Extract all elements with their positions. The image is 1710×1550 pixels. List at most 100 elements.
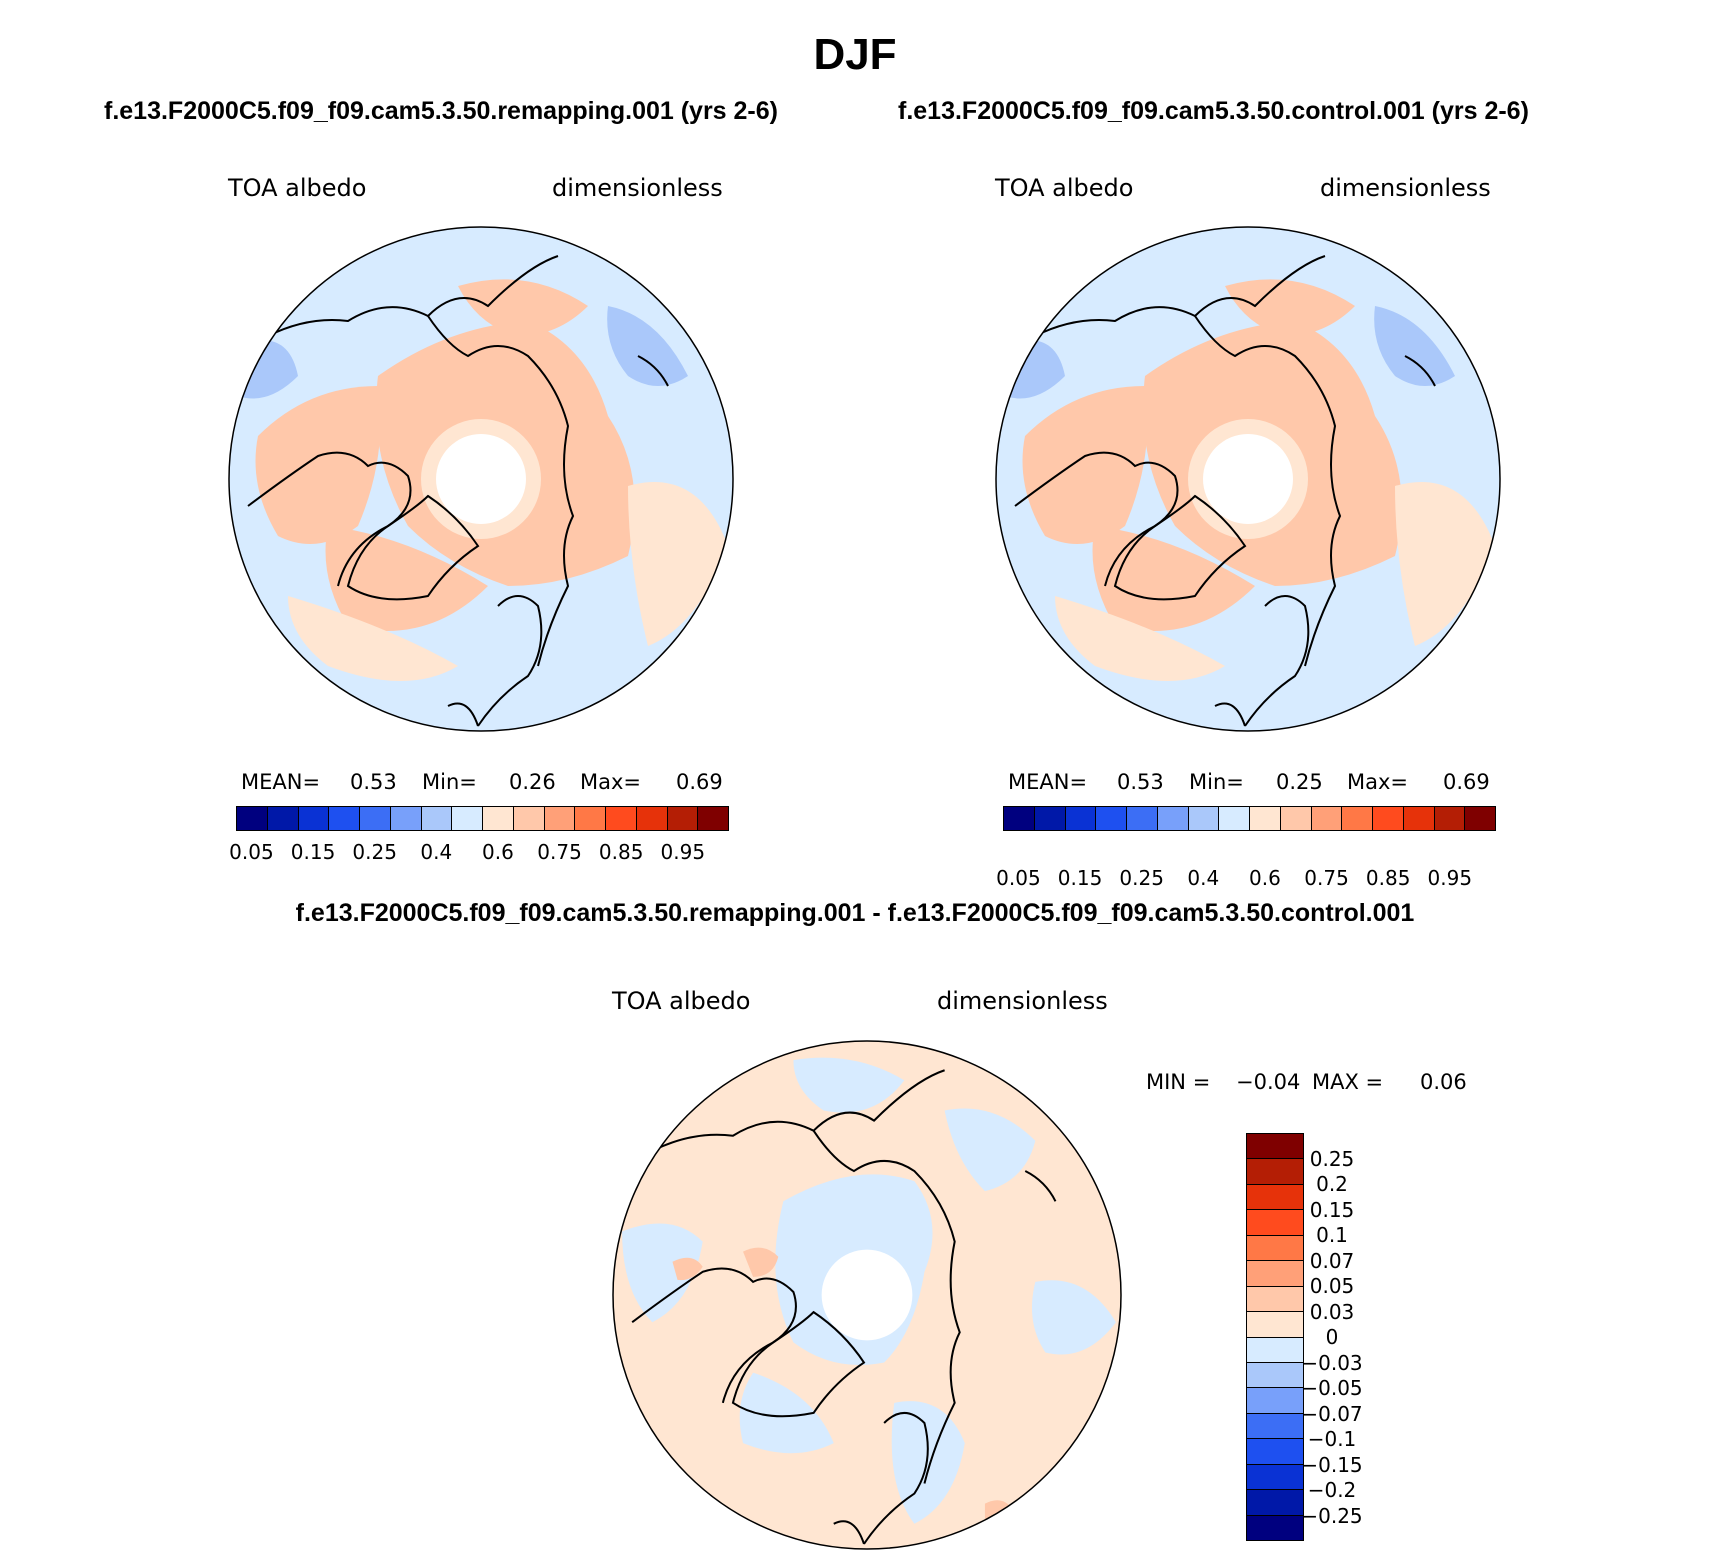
panel-1-mean-value: 0.53 [350, 770, 397, 794]
colorbar-panel-2-tick-label: 0.95 [1427, 866, 1473, 890]
colorbar-difference-tick-label: 0.2 [1316, 1172, 1348, 1196]
negative-west-region [622, 1223, 703, 1323]
colorbar-difference-tick-label: −0.15 [1301, 1452, 1363, 1477]
map-boundary [228, 226, 734, 732]
panel-2-variable: TOA albedo [995, 174, 1134, 202]
negative-pacific-region [944, 1108, 1036, 1192]
colorbar-difference-swatch [1247, 1159, 1303, 1185]
colorbar-panel-2-swatch [1219, 807, 1250, 830]
polar-hole [821, 1249, 913, 1341]
colorbar-panel-2-tick-label: 0.25 [1119, 866, 1164, 890]
colorbar-difference-tick-label: −0.05 [1301, 1376, 1363, 1400]
colorbar-difference-swatch [1247, 1362, 1303, 1389]
east-region [1395, 482, 1495, 646]
atlantic-cloud-band [288, 596, 458, 681]
colorbar-panel-1-swatch [667, 807, 699, 830]
colorbar-panel-1-tick-label: 0.95 [660, 840, 706, 864]
colorbar-panel-1-tick-label: 0.6 [482, 840, 514, 864]
colorbar-panel-2-swatch [1342, 807, 1373, 830]
colorbar-difference-tick-label: 0.1 [1316, 1223, 1348, 1247]
colorbar-difference-swatch [1247, 1464, 1303, 1491]
colorbar-difference-swatch [1247, 1210, 1303, 1236]
pacific-low-albedo [1374, 306, 1455, 386]
negative-east-region [1031, 1280, 1116, 1355]
panel-1-min-label: Min= [422, 770, 477, 794]
colorbar-difference-tick-label: 0.15 [1309, 1197, 1355, 1222]
colorbar-difference-tick-label: −0.1 [1307, 1427, 1357, 1451]
colorbar-panel-2-swatch [1311, 807, 1343, 830]
colorbar-difference-swatch [1247, 1388, 1303, 1414]
negative-greenland-region [739, 1372, 834, 1454]
colorbar-panel-1-swatch [390, 807, 422, 830]
colorbar-difference-tick-label: −0.07 [1301, 1401, 1363, 1426]
map-boundary [995, 226, 1501, 732]
colorbar-panel-1-tick-label: 0.4 [420, 840, 453, 864]
panel-2-min-label: Min= [1189, 770, 1244, 794]
colorbar-difference-tick-label: 0.07 [1309, 1248, 1355, 1273]
colorbar-panel-2-swatch [1250, 807, 1281, 830]
colorbar-panel-1-swatch [636, 807, 668, 830]
colorbar-panel-2-swatch [1434, 807, 1466, 830]
difference-max-label: MAX = [1312, 1070, 1384, 1094]
colorbar-panel-1-labels: 0.05 0.15 0.25 0.4 0.6 0.75 0.85 0.95 [229, 840, 729, 866]
colorbar-panel-1-swatch [698, 807, 728, 830]
positive-patch [672, 1257, 703, 1281]
polar-hole [1203, 434, 1293, 524]
colorbar-panel-2-swatch [1188, 807, 1220, 830]
panel-2-mean-value: 0.53 [1117, 770, 1164, 794]
colorbar-panel-1-swatch [329, 807, 360, 830]
colorbar-panel-2-tick-label: 0.75 [1304, 866, 1349, 890]
colorbar-panel-2-swatch [1096, 807, 1127, 830]
colorbar-panel-1-swatch [267, 807, 299, 830]
colorbar-panel-2-swatch [1157, 807, 1189, 830]
colorbar-difference-tick-label: 0.25 [1309, 1146, 1355, 1171]
colorbar-panel-2-swatch [1465, 807, 1495, 830]
colorbar-difference-tick-label: 0 [1325, 1325, 1339, 1349]
siberia-region [458, 279, 588, 336]
colorbar-panel-2-swatch [1034, 807, 1066, 830]
panel-2-title: f.e13.F2000C5.f09_f09.cam5.3.50.control.… [898, 97, 1529, 125]
panel-1-variable: TOA albedo [228, 174, 367, 202]
colorbar-panel-2-swatch [1403, 807, 1435, 830]
colorbar-difference-swatch [1247, 1235, 1303, 1262]
colorbar-panel-2-swatch [1065, 807, 1097, 830]
panel-2-units: dimensionless [1320, 174, 1491, 202]
colorbar-difference-swatch [1247, 1490, 1303, 1516]
difference-min-label: MIN = [1146, 1070, 1211, 1094]
greenland-region [1092, 526, 1255, 631]
colorbar-panel-2-tick-label: 0.6 [1249, 866, 1281, 890]
colorbar-difference-swatch [1247, 1439, 1303, 1465]
difference-min-value: −0.04 [1236, 1070, 1301, 1094]
colorbar-panel-2-labels: 0.05 0.15 0.25 0.4 0.6 0.75 0.85 0.95 [996, 866, 1496, 892]
colorbar-panel-1-swatch [544, 807, 576, 830]
colorbar-difference-swatch [1247, 1286, 1303, 1313]
colorbar-panel-1 [236, 806, 729, 831]
colorbar-difference-tick-label: −0.25 [1301, 1503, 1363, 1528]
negative-north-region [793, 1057, 905, 1113]
colorbar-panel-2-swatch [1004, 807, 1035, 830]
panel-1-mean-label: MEAN= [241, 770, 321, 794]
colorbar-panel-1-swatch [483, 807, 514, 830]
difference-max-value: 0.06 [1420, 1070, 1467, 1094]
colorbar-panel-1-tick-label: 0.25 [352, 840, 397, 864]
polar-hole [436, 434, 526, 524]
colorbar-panel-2-tick-label: 0.15 [1057, 866, 1103, 890]
colorbar-panel-1-tick-label: 0.75 [537, 840, 582, 864]
colorbar-difference-labels: 0.25 0.2 0.15 0.1 0.07 0.05 0.03 0 −0.03 −0.05 −0.… [1301, 1133, 1410, 1541]
colorbar-difference-swatch [1247, 1337, 1303, 1363]
colorbar-difference-swatch [1247, 1515, 1303, 1540]
negative-europe-region [891, 1401, 965, 1524]
panel-2-mean-label: MEAN= [1008, 770, 1088, 794]
difference-variable: TOA albedo [612, 987, 751, 1015]
north-america-region [1022, 386, 1148, 544]
panel-1-max-label: Max= [580, 770, 642, 794]
colorbar-panel-1-tick-label: 0.15 [290, 840, 336, 864]
panel-2-min-value: 0.25 [1276, 770, 1323, 794]
east-region [628, 482, 728, 646]
polar-map-2 [995, 226, 1501, 732]
colorbar-difference-swatch [1247, 1134, 1303, 1160]
coastlines [247, 255, 669, 727]
difference-title: f.e13.F2000C5.f09_f09.cam5.3.50.remappin… [295, 899, 1415, 927]
polar-map-1 [228, 226, 734, 732]
panel-2-max-label: Max= [1347, 770, 1409, 794]
